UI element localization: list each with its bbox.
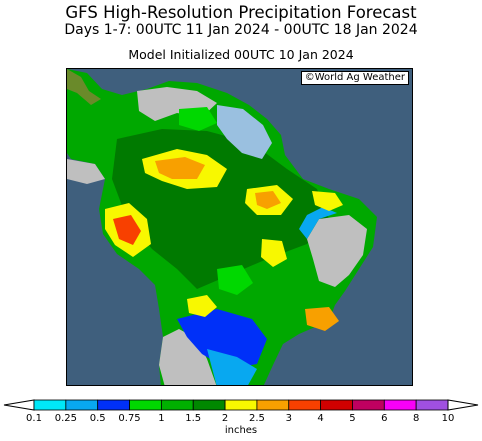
legend-color-bin <box>192 399 226 411</box>
legend-units: inches <box>224 425 258 436</box>
extreme-rain-west <box>113 215 141 245</box>
legend-tick-label: 1.5 <box>185 413 202 424</box>
legend-tick-label: 2.5 <box>248 413 265 424</box>
model-init-time: Model Initialized 00UTC 10 Jan 2024 <box>128 47 354 62</box>
legend-tick-label: 8 <box>412 413 420 424</box>
heavy-rain-southwest <box>187 295 217 317</box>
dry-west-coast <box>67 159 105 184</box>
heavy-rain-east <box>312 191 343 211</box>
light-rain-northeast <box>299 207 337 239</box>
credit-label: ©World Ag Weather <box>300 71 409 85</box>
dry-south-cone <box>159 329 217 385</box>
very-heavy-rain-north <box>155 157 205 179</box>
forecast-period: Days 1-7: 00UTC 11 Jan 2024 - 00UTC 18 J… <box>64 22 418 38</box>
legend-tick-label: 0.25 <box>54 413 77 424</box>
legend-color-bin <box>33 399 67 411</box>
legend-color-bin <box>65 399 99 411</box>
legend-tick-label: 10 <box>441 413 455 424</box>
legend-color-bin <box>288 399 322 411</box>
legend-tick-label: 0.1 <box>26 413 42 424</box>
legend-tick-label: 4 <box>317 413 324 424</box>
legend-tick-label: 0.5 <box>89 413 106 424</box>
legend-color-bin <box>129 399 162 411</box>
moderate-rain-patch <box>217 265 253 295</box>
legend-color-bin <box>415 399 449 411</box>
moderate-rain-north <box>179 107 217 131</box>
dry-guiana-region <box>217 105 272 159</box>
legend-arrow-left <box>3 399 35 411</box>
legend-color-bin <box>224 399 258 411</box>
light-rain-south-edge <box>207 349 257 385</box>
heavy-rain-interior <box>261 239 287 267</box>
dry-northeast-brazil <box>307 215 367 287</box>
central-america <box>67 69 101 105</box>
map-canvas <box>67 69 377 385</box>
map-title: GFS High-Resolution Precipitation Foreca… <box>65 3 417 22</box>
legend-color-bin <box>256 399 290 411</box>
precipitation-map: ©World Ag Weather <box>66 68 413 386</box>
light-rain-south <box>177 309 267 369</box>
legend-arrow-right <box>447 399 479 411</box>
legend-tick-label: 3 <box>285 413 292 424</box>
legend-tick-label: 5 <box>349 413 356 424</box>
precipitation-legend: 0.1 0.25 0.5 0.75 1 1.5 2 2.5 3 4 5 6 8 10 inches <box>0 396 482 441</box>
legend-color-bin <box>160 399 194 411</box>
legend-color-bin <box>97 399 130 411</box>
legend-color-bin <box>383 399 417 411</box>
heavy-rain-southeast <box>305 307 339 331</box>
legend-tick-label: 0.75 <box>118 413 141 424</box>
very-heavy-rain-center <box>255 191 281 209</box>
legend-tick-label: 1 <box>158 413 165 424</box>
legend-color-bin <box>320 399 353 411</box>
legend-color-bin <box>352 399 385 411</box>
legend-colorbar <box>3 399 479 411</box>
legend-tick-label: 6 <box>381 413 388 424</box>
legend-tick-label: 2 <box>221 413 229 424</box>
